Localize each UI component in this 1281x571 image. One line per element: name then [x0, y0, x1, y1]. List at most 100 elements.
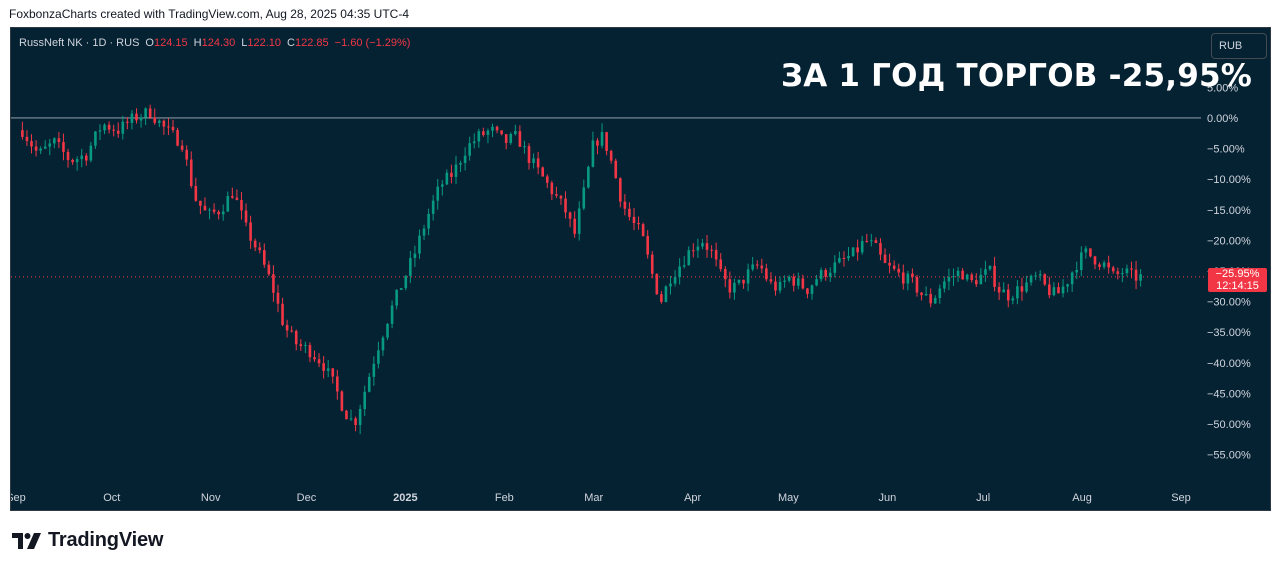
candle-body: [641, 224, 645, 237]
candle: [774, 275, 777, 296]
candle-body: [472, 141, 476, 144]
candle: [710, 245, 713, 258]
candle-body: [1061, 286, 1065, 294]
candle-body: [755, 264, 759, 266]
candle: [25, 130, 29, 146]
candle: [340, 390, 344, 412]
candle-body: [1016, 286, 1019, 299]
candle-body: [915, 277, 919, 293]
candle: [870, 233, 873, 247]
price-chart[interactable]: 5.00% 0.00% −5.00% −10.00% −15.00% −20.00% −25…: [11, 28, 1271, 511]
candle: [701, 238, 704, 250]
candle-body: [208, 209, 211, 211]
candle-body: [879, 242, 882, 255]
candle: [317, 353, 321, 368]
candle-body: [628, 208, 631, 217]
candle-body: [559, 195, 563, 199]
candle-body: [30, 141, 33, 147]
candle: [253, 238, 257, 252]
candle-body: [947, 276, 951, 282]
candle-body: [1066, 284, 1069, 287]
candle: [176, 127, 179, 147]
candle: [390, 300, 394, 329]
candle-body: [1006, 289, 1010, 301]
candle: [139, 113, 143, 128]
candle-body: [340, 391, 344, 411]
candle-body: [924, 294, 928, 296]
candle-body: [806, 288, 809, 294]
candle: [436, 178, 440, 210]
candle-body: [860, 240, 864, 253]
candle-body: [94, 131, 97, 146]
candle: [1066, 283, 1069, 293]
candle: [600, 123, 604, 149]
candle-body: [162, 120, 166, 127]
candle: [153, 108, 157, 125]
candle: [276, 284, 280, 313]
legend-symbol[interactable]: RussNeft NK · 1D · RUS: [19, 37, 140, 49]
candle-body: [358, 408, 362, 426]
candle: [189, 151, 193, 189]
candle-body: [66, 151, 70, 160]
candle-body: [682, 265, 686, 267]
candle: [1125, 264, 1129, 277]
candle: [354, 416, 357, 432]
candle: [158, 119, 161, 128]
candle-body: [1034, 275, 1037, 277]
candle: [682, 256, 686, 269]
currency-button[interactable]: RUB: [1211, 33, 1267, 59]
candle: [386, 323, 389, 341]
tradingview-logo[interactable]: TradingView: [12, 529, 163, 552]
candle-body: [532, 158, 535, 164]
candle: [1075, 261, 1079, 280]
candle-body: [650, 254, 654, 274]
candle: [687, 246, 691, 266]
candle: [733, 278, 736, 300]
candle: [290, 326, 293, 333]
candle: [285, 319, 289, 338]
candle: [171, 119, 175, 133]
candle: [372, 356, 376, 386]
candle: [1020, 277, 1024, 301]
candle-body: [851, 247, 855, 256]
candle: [294, 329, 298, 351]
x-tick-label: Sep: [11, 492, 26, 504]
candle: [975, 273, 978, 288]
candle-body: [436, 186, 440, 201]
candle-body: [39, 148, 42, 151]
candle-body: [797, 278, 800, 286]
candle: [568, 211, 572, 228]
candle-body: [367, 376, 371, 392]
candle: [532, 153, 535, 169]
candle-body: [25, 136, 29, 142]
candle: [564, 191, 567, 219]
candle-body: [514, 131, 517, 134]
candle-body: [555, 194, 558, 196]
candle-body: [440, 184, 444, 187]
candle: [883, 248, 887, 264]
candle: [993, 256, 996, 292]
candle: [879, 238, 882, 261]
candle-body: [1025, 282, 1028, 292]
candle: [924, 286, 928, 297]
candle-body: [267, 264, 271, 275]
candle-body: [778, 281, 782, 291]
candle: [952, 268, 955, 286]
x-tick-label: Oct: [103, 492, 120, 504]
candle: [413, 245, 417, 267]
candle-body: [509, 133, 513, 143]
x-tick-label: Jul: [976, 492, 990, 504]
candle: [618, 177, 622, 208]
candle: [815, 274, 818, 287]
candle: [94, 131, 97, 150]
y-tick-label: −20.00%: [1207, 235, 1251, 247]
candle: [322, 356, 325, 379]
candle-body: [495, 126, 499, 131]
chart-panel[interactable]: 5.00% 0.00% −5.00% −10.00% −15.00% −20.00% −25…: [10, 27, 1271, 511]
candle: [810, 284, 814, 300]
legend-open: 124.15: [153, 37, 188, 49]
candle-body: [573, 218, 576, 234]
candle: [1061, 279, 1065, 298]
candle-body: [377, 350, 380, 364]
candle-body: [454, 164, 458, 177]
